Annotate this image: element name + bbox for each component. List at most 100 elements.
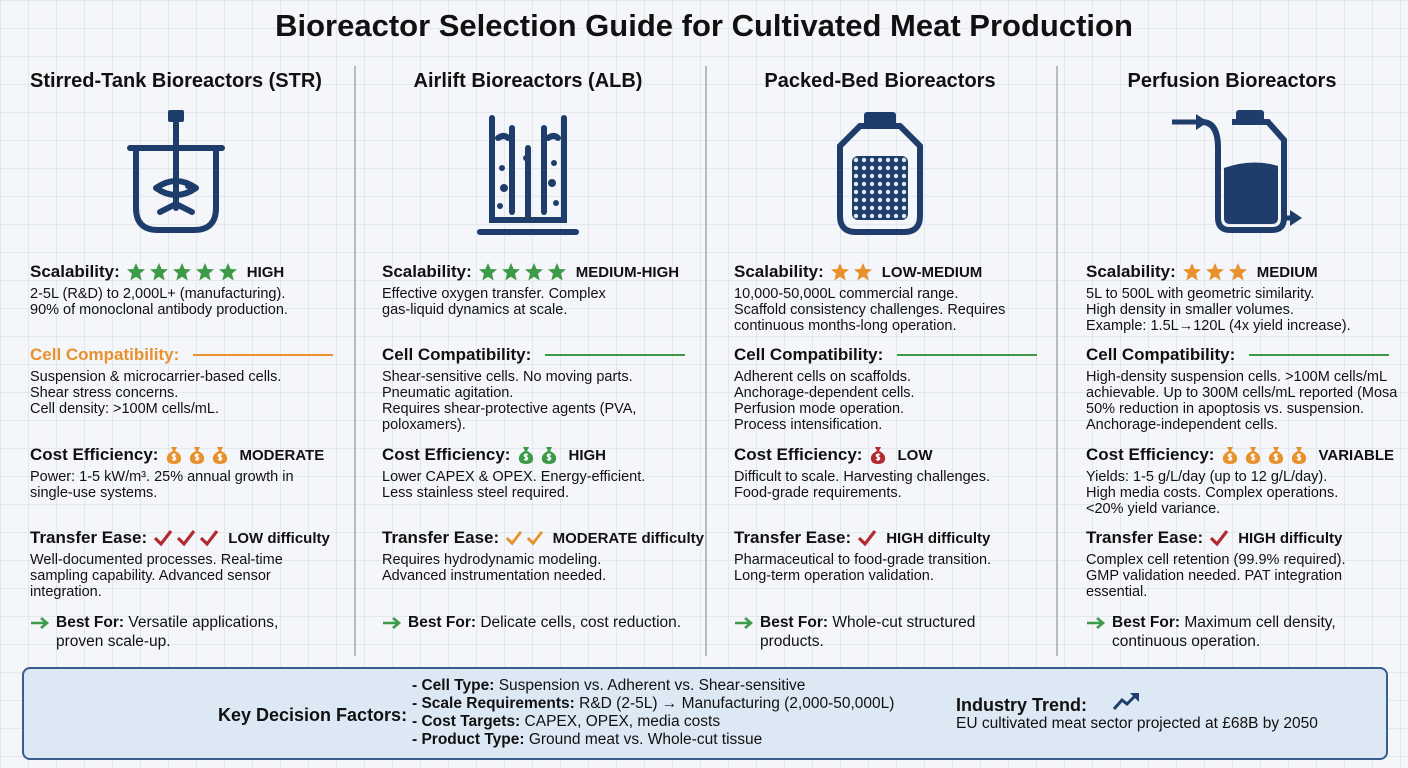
compatibility-label: Cell Compatibility: (30, 345, 180, 364)
check-shape (526, 530, 543, 546)
compatibility-header: Cell Compatibility: (1086, 345, 1408, 365)
text-line: Long-term operation validation. (734, 568, 934, 584)
cost-rating: HIGH (568, 446, 606, 464)
column: Stirred-Tank Bioreactors (STR) Scalabilit… (0, 60, 352, 655)
stirred-tank-icon (127, 110, 225, 233)
scalability-text: 5L to 500L with geometric similarity. Hig… (1086, 286, 1408, 334)
scalability-label: Scalability: (382, 262, 472, 281)
compatibility-header: Cell Compatibility: (30, 345, 352, 365)
compatibility-header: Cell Compatibility: (382, 345, 704, 365)
cost-rating: LOW (897, 446, 933, 464)
check-shape (200, 530, 219, 547)
compatibility-header: Cell Compatibility: (734, 345, 1056, 365)
scalability-section: Scalability: LOW-MEDIUM 10,000-50,000L com… (734, 262, 1056, 334)
best-for-section: Best For: Maximum cell density, continuou… (1086, 613, 1408, 651)
transfer-header: Transfer Ease: HIGH difficulty (1086, 528, 1408, 548)
text-line: achievable. Up to 300M cells/mL reported… (1086, 385, 1398, 401)
text-line: Anchorage-dependent cells. (734, 385, 915, 401)
best-text: Best For: Versatile applications, proven … (30, 613, 352, 651)
text-line: continuous months-long operation. (734, 318, 957, 334)
section-rule (545, 354, 686, 356)
star (1182, 263, 1201, 281)
transfer-header: Transfer Ease: HIGH difficulty (734, 528, 1056, 548)
best-text: Best For: Delicate cells, cost reduction… (382, 613, 704, 632)
scalability-rating: HIGH (246, 263, 285, 281)
compatibility-text: High-density suspension cells. >100M cel… (1086, 369, 1408, 433)
text-line: 10,000-50,000L commercial range. (734, 286, 959, 302)
column: Airlift Bioreactors (ALB) Scalability: MED… (352, 60, 704, 655)
text-line: GMP validation needed. PAT integration (1086, 568, 1343, 584)
best-text: Best For: Whole-cut structured products. (734, 613, 1056, 651)
compatibility-label: Cell Compatibility: (1086, 345, 1236, 364)
star-shape (1182, 263, 1201, 281)
scalability-label: Scalability: (734, 262, 824, 281)
transfer-label: Transfer Ease: (1086, 528, 1204, 547)
money-bag (519, 447, 534, 464)
divider (1056, 66, 1058, 656)
star-shape (830, 263, 849, 281)
checkmark (200, 530, 219, 547)
scalability-text: Effective oxygen transfer. Complex gas-li… (382, 286, 704, 318)
scalability-section: Scalability: HIGH 2-5L (R&D) to 2,000L+ (m… (30, 262, 352, 318)
text-line: gas-liquid dynamics at scale. (382, 302, 568, 318)
text-line: Pneumatic agitation. (382, 385, 514, 401)
star-shape (195, 263, 214, 281)
cost-text: Difficult to scale. Harvesting challenge… (734, 469, 1056, 501)
transfer-text: Complex cell retention (99.9% required).… (1086, 552, 1408, 600)
star-shape (501, 263, 520, 281)
bag-mark (1228, 453, 1233, 461)
money-bag (871, 447, 886, 464)
cost-rating: MODERATE (239, 446, 325, 464)
scalability-header: Scalability: MEDIUM (1086, 262, 1408, 282)
bag-mark (172, 453, 177, 461)
money-bag (190, 447, 205, 464)
check-shape (858, 530, 877, 547)
text-line: 5L to 500L with geometric similarity. (1086, 286, 1315, 302)
best-label: Best For: (760, 614, 829, 631)
cost-text: Lower CAPEX & OPEX. Energy-efficient. Les… (382, 469, 704, 501)
transfer-text: Requires hydrodynamic modeling. Advanced … (382, 552, 704, 584)
star (501, 263, 520, 281)
best-arrow (383, 617, 402, 629)
star (547, 263, 566, 281)
text-line: Cell density: >100M cells/mL. (30, 401, 219, 417)
transfer-rating: HIGH difficulty (1238, 529, 1343, 547)
best-value: continuous operation. (1112, 633, 1261, 650)
best-for-section: Best For: Delicate cells, cost reduction… (382, 613, 704, 632)
transfer-label: Transfer Ease: (734, 528, 852, 547)
transfer-rating: HIGH difficulty (886, 529, 991, 547)
star-shape (853, 263, 872, 281)
compatibility-section: Cell Compatibility: Suspension & microcar… (30, 345, 352, 417)
compatibility-text: Suspension & microcarrier-based cells. Sh… (30, 369, 352, 417)
text-line: single-use systems. (30, 485, 158, 501)
airlift-icon (477, 115, 579, 235)
text-line: sampling capability. Advanced sensor (30, 568, 271, 584)
text-line: Best For: Whole-cut structured (760, 613, 1056, 632)
text-line: 2-5L (R&D) to 2,000L+ (manufacturing). (30, 286, 286, 302)
text-line: High density in smaller volumes. (1086, 302, 1294, 318)
text-line: continuous operation. (1112, 632, 1408, 651)
scalability-rating: MEDIUM (1256, 263, 1318, 281)
best-label: Best For: (408, 614, 477, 631)
bag-mark (1297, 453, 1302, 461)
star (195, 263, 214, 281)
best-text: Best For: Maximum cell density, continuou… (1086, 613, 1408, 651)
cost-rating: VARIABLE (1318, 446, 1395, 464)
star (149, 263, 168, 281)
text-line: products. (760, 632, 1056, 651)
factor: - Cell Type: Suspension vs. Adherent vs.… (412, 677, 894, 695)
text-line: Shear-sensitive cells. No moving parts. (382, 369, 633, 385)
best-value: Maximum cell density, (1184, 614, 1336, 631)
cost-label: Cost Efficiency: (1086, 445, 1215, 464)
cost-header: Cost Efficiency: VARIABLE (1086, 445, 1408, 465)
text-line: Best For: Versatile applications, (56, 613, 352, 632)
cost-section: Cost Efficiency: VARIABLE Yields: 1-5 g/L/… (1086, 445, 1408, 517)
star (126, 263, 145, 281)
star-shape (1205, 263, 1224, 281)
transfer-rating: MODERATE difficulty (552, 529, 704, 547)
best-arrow (735, 617, 754, 629)
star (524, 263, 543, 281)
section-rule (193, 354, 334, 356)
text-line: <20% yield variance. (1086, 501, 1221, 517)
